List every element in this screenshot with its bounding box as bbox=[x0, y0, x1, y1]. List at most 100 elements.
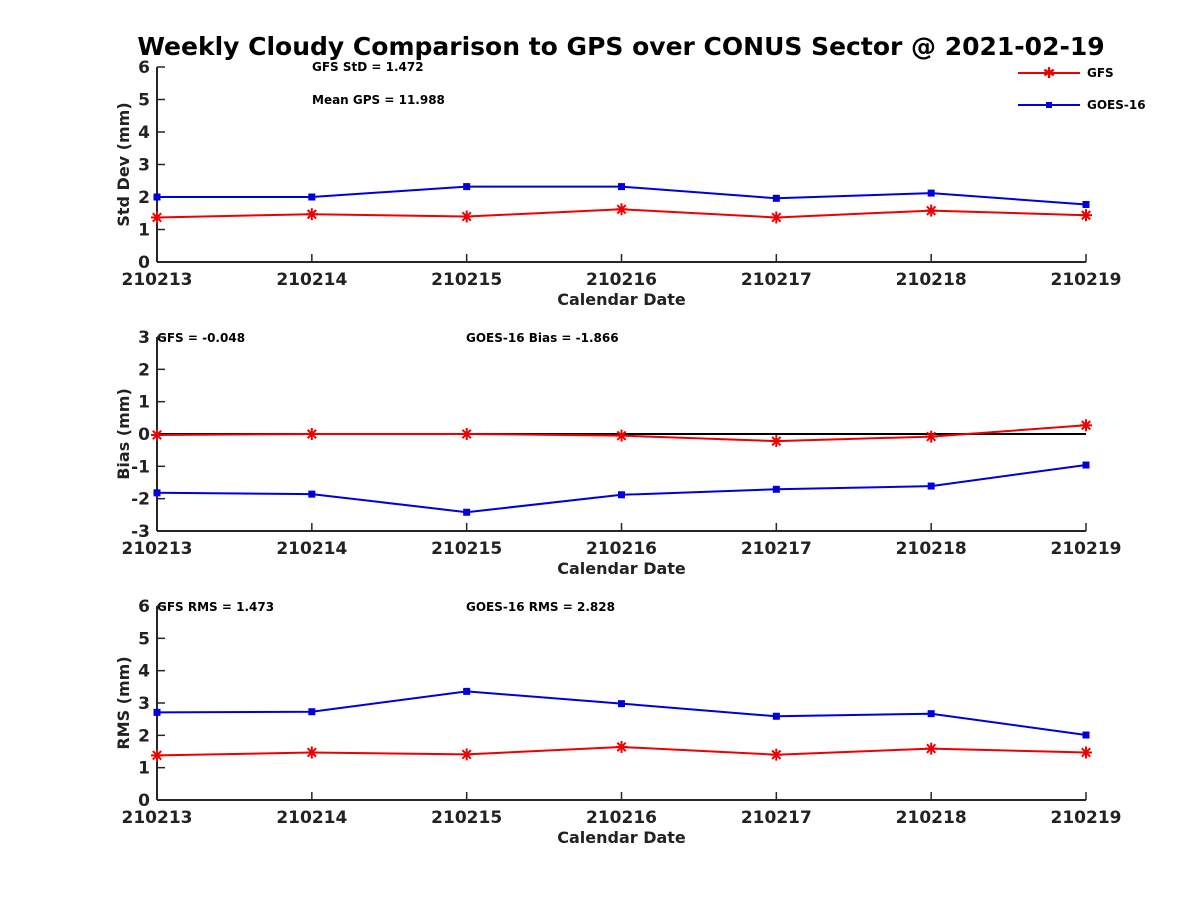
x-tick-label: 210213 bbox=[122, 270, 193, 290]
star-marker-stroke bbox=[1081, 420, 1091, 431]
x-tick-label: 210217 bbox=[741, 808, 812, 828]
star-marker-stroke bbox=[926, 743, 937, 754]
data-point-gfs bbox=[305, 208, 318, 221]
y-tick-label: -3 bbox=[131, 522, 150, 542]
y-tick-label: 3 bbox=[138, 694, 150, 714]
legend-entry-goes16: GOES-16 bbox=[1018, 98, 1146, 112]
star-marker-stroke bbox=[461, 211, 472, 222]
y-tick-label: 5 bbox=[138, 629, 150, 649]
y-tick-label: 6 bbox=[138, 597, 150, 617]
data-point-goes16 bbox=[308, 193, 316, 201]
star-marker-stroke bbox=[152, 212, 162, 223]
data-point-gfs bbox=[1080, 209, 1092, 222]
data-point-gfs bbox=[151, 749, 163, 762]
data-point-goes16 bbox=[463, 687, 471, 695]
data-point-gfs bbox=[460, 210, 473, 223]
data-point-gfs bbox=[615, 429, 628, 442]
annotation-goes16-bias: GOES-16 Bias = -1.866 bbox=[466, 331, 619, 345]
data-point-gfs bbox=[1080, 419, 1092, 432]
legend-goes16-label: GOES-16 bbox=[1087, 98, 1146, 112]
data-point-goes16 bbox=[618, 700, 625, 708]
y-tick-label: 0 bbox=[138, 791, 150, 811]
data-point-goes16 bbox=[772, 485, 780, 493]
annotation-gfs-rms: GFS RMS = 1.473 bbox=[157, 600, 274, 614]
legend: ✱ GFS GOES-16 bbox=[1018, 64, 1146, 112]
data-point-goes16 bbox=[927, 710, 935, 718]
x-tick-label: 210217 bbox=[741, 539, 812, 559]
y-tick-label: -1 bbox=[131, 457, 150, 477]
y-tick-label: 4 bbox=[138, 123, 150, 143]
data-point-goes16 bbox=[153, 708, 161, 716]
data-point-gfs bbox=[460, 748, 473, 761]
figure-title: Weekly Cloudy Comparison to GPS over CON… bbox=[137, 32, 1104, 61]
y-tick-label: -2 bbox=[131, 490, 150, 510]
star-marker-stroke bbox=[152, 750, 162, 761]
star-marker-stroke bbox=[616, 204, 627, 215]
annotation-mean-gps: Mean GPS = 11.988 bbox=[312, 93, 445, 107]
star-marker-stroke bbox=[616, 741, 627, 752]
x-tick-label: 210213 bbox=[122, 539, 193, 559]
star-marker-stroke bbox=[926, 205, 937, 216]
legend-entry-gfs: ✱ GFS bbox=[1018, 64, 1114, 82]
x-tick-label: 210218 bbox=[896, 808, 967, 828]
x-tick-label: 210214 bbox=[276, 808, 347, 828]
data-point-goes16 bbox=[1082, 200, 1090, 208]
star-marker-stroke bbox=[461, 429, 472, 439]
data-point-goes16 bbox=[927, 482, 935, 490]
x-tick-label: 210215 bbox=[431, 808, 502, 828]
y-tick-label: 2 bbox=[138, 188, 150, 208]
legend-goes16-square-icon bbox=[1046, 102, 1052, 108]
annotation-gfs-std: GFS StD = 1.472 bbox=[312, 60, 424, 74]
y-tick-label: 3 bbox=[138, 328, 150, 348]
data-point-gfs bbox=[615, 741, 628, 753]
data-point-goes16 bbox=[1082, 731, 1090, 739]
star-marker-stroke bbox=[1081, 747, 1091, 758]
data-point-gfs bbox=[925, 742, 938, 755]
x-tick-label: 210215 bbox=[431, 270, 502, 290]
panel-std-dev: GFS StD = 1.472 Mean GPS = 11.988 0 1 2 3 4 5… bbox=[114, 58, 1121, 309]
star-marker-stroke bbox=[152, 429, 162, 440]
x-tick-label: 210217 bbox=[741, 270, 812, 290]
data-point-gfs bbox=[925, 430, 938, 443]
data-point-gfs bbox=[460, 428, 473, 440]
data-point-gfs bbox=[770, 211, 783, 224]
star-marker-stroke bbox=[616, 430, 627, 441]
y-tick-label: 1 bbox=[138, 221, 150, 241]
panel-bias: GFS = -0.048 GOES-16 Bias = -1.866 -3 -2 -… bbox=[114, 328, 1121, 578]
y-tick-label: 1 bbox=[138, 759, 150, 779]
y-tick-label: 2 bbox=[138, 360, 150, 380]
annotation-gfs-bias: GFS = -0.048 bbox=[157, 331, 245, 345]
x-tick-label: 210216 bbox=[586, 808, 657, 828]
data-point-goes16 bbox=[772, 194, 780, 202]
data-point-gfs bbox=[151, 429, 163, 441]
x-tick-label: 210215 bbox=[431, 539, 502, 559]
x-axis-label: Calendar Date bbox=[557, 559, 686, 578]
y-tick-label: 3 bbox=[138, 156, 150, 176]
y-tick-label: 0 bbox=[138, 253, 150, 273]
star-marker-stroke bbox=[306, 747, 317, 758]
star-marker-stroke bbox=[306, 429, 317, 439]
y-tick-label: 0 bbox=[138, 425, 150, 445]
y-tick-label: 1 bbox=[138, 393, 150, 413]
legend-gfs-star-icon: ✱ bbox=[1043, 64, 1056, 82]
data-point-gfs bbox=[305, 746, 318, 759]
x-tick-label: 210219 bbox=[1051, 539, 1122, 559]
data-point-gfs bbox=[151, 211, 163, 224]
data-point-goes16 bbox=[1082, 461, 1090, 469]
legend-gfs-label: GFS bbox=[1087, 66, 1114, 80]
data-point-goes16 bbox=[308, 708, 316, 716]
star-marker-stroke bbox=[461, 749, 472, 760]
x-tick-label: 210216 bbox=[586, 270, 657, 290]
x-tick-label: 210218 bbox=[896, 539, 967, 559]
y-tick-label: 5 bbox=[138, 91, 150, 111]
y-axis-label: RMS (mm) bbox=[114, 656, 133, 749]
data-point-goes16 bbox=[772, 712, 780, 720]
data-point-gfs bbox=[1080, 746, 1092, 759]
data-point-gfs bbox=[770, 435, 783, 448]
data-point-goes16 bbox=[618, 491, 625, 499]
x-tick-label: 210218 bbox=[896, 270, 967, 290]
star-marker-stroke bbox=[771, 436, 782, 447]
data-point-gfs bbox=[925, 204, 938, 217]
x-tick-label: 210219 bbox=[1051, 808, 1122, 828]
star-marker-stroke bbox=[306, 209, 317, 220]
